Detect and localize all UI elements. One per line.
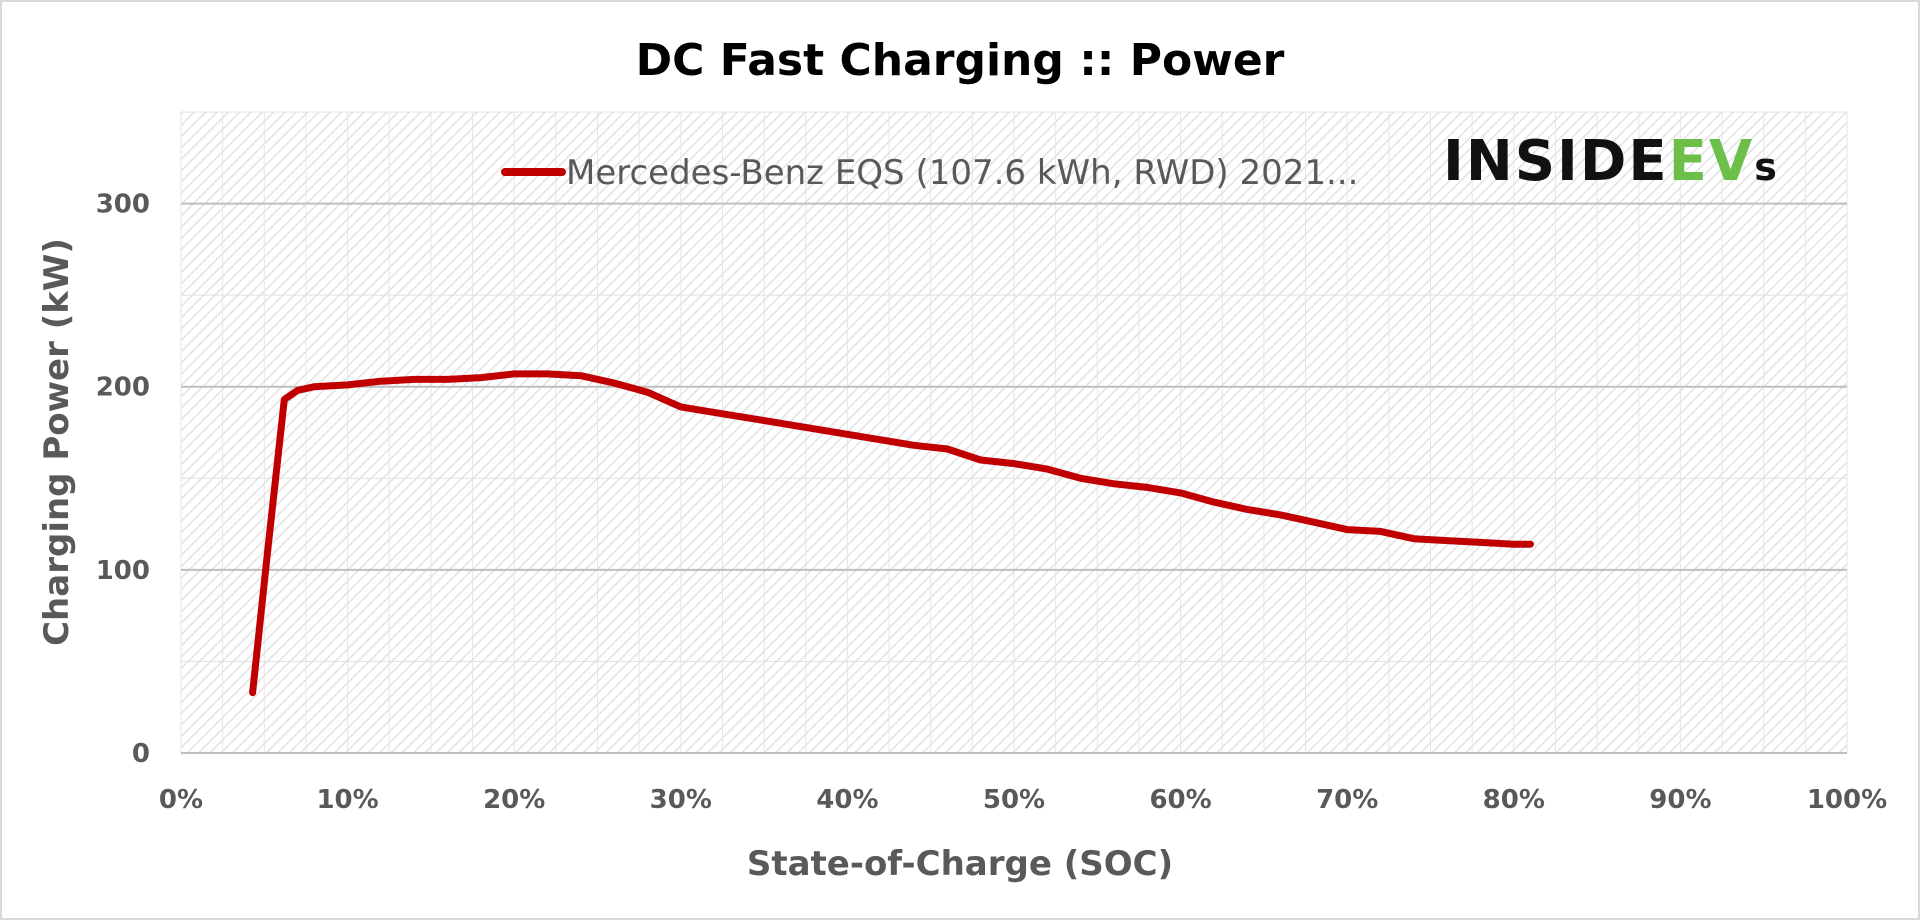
series-layer: [249, 370, 1534, 697]
logo-text-dark: INSIDE: [1443, 129, 1669, 194]
legend: Mercedes-Benz EQS (107.6 kWh, RWD) 2021.…: [501, 153, 1358, 193]
chart-title: DC Fast Charging :: Power: [636, 35, 1285, 86]
x-tick-label: 90%: [1649, 785, 1711, 815]
x-tick-label: 60%: [1149, 785, 1211, 815]
x-tick-label: 100%: [1807, 785, 1887, 815]
y-tick-label: 300: [96, 190, 150, 220]
horizontal-gridlines: [181, 111, 1847, 754]
y-axis-ticks: 0 100 200 300: [96, 190, 150, 769]
legend-label: Mercedes-Benz EQS (107.6 kWh, RWD) 2021.…: [566, 153, 1358, 193]
y-tick-label: 200: [96, 373, 150, 403]
x-axis-title: State-of-Charge (SOC): [747, 844, 1173, 884]
x-tick-label: 30%: [650, 785, 712, 815]
vertical-gridlines: [180, 112, 1848, 753]
series-line: [249, 370, 1534, 697]
x-tick-label: 70%: [1316, 785, 1378, 815]
x-tick-label: 0%: [159, 785, 203, 815]
logo-text-small: s: [1754, 145, 1777, 189]
y-tick-label: 100: [96, 556, 150, 586]
x-axis-ticks: 0% 10% 20% 30% 40% 50% 60% 70% 80% 90% 100%: [159, 785, 1887, 815]
x-tick-label: 20%: [483, 785, 545, 815]
x-tick-label: 10%: [316, 785, 378, 815]
svg-text:INSIDEEVs: INSIDEEVs: [1443, 129, 1777, 194]
x-tick-label: 80%: [1483, 785, 1545, 815]
y-tick-label: 0: [132, 739, 150, 769]
y-axis-title: Charging Power (kW): [37, 238, 77, 646]
insideevs-logo: INSIDEEVs: [1443, 129, 1777, 194]
x-tick-label: 40%: [816, 785, 878, 815]
logo-text-green: EV: [1669, 129, 1755, 194]
x-tick-label: 50%: [983, 785, 1045, 815]
